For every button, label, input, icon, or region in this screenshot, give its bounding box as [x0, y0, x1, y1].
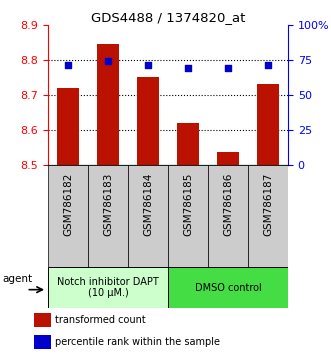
Text: Notch inhibitor DAPT
(10 μM.): Notch inhibitor DAPT (10 μM.)	[57, 277, 159, 298]
Text: agent: agent	[2, 274, 32, 284]
Text: GSM786186: GSM786186	[223, 173, 233, 236]
Bar	[57, 88, 79, 165]
Bar	[168, 165, 208, 267]
Text: GSM786184: GSM786184	[143, 173, 153, 236]
Bar	[177, 123, 199, 165]
Text: percentile rank within the sample: percentile rank within the sample	[55, 337, 220, 347]
Bar	[257, 84, 279, 165]
Point	[65, 63, 71, 68]
Bar	[34, 335, 51, 349]
Bar	[48, 267, 168, 308]
Bar	[208, 165, 248, 267]
Bar	[248, 165, 288, 267]
Point	[185, 65, 191, 71]
Point	[265, 63, 271, 68]
Point	[105, 58, 111, 64]
Bar	[128, 165, 168, 267]
Point	[225, 65, 231, 71]
Bar	[168, 267, 288, 308]
Text: GSM786185: GSM786185	[183, 173, 193, 236]
Text: GSM786183: GSM786183	[103, 173, 113, 236]
Bar	[88, 165, 128, 267]
Point	[145, 63, 151, 68]
Bar	[137, 77, 159, 165]
Text: GSM786182: GSM786182	[63, 173, 73, 236]
Title: GDS4488 / 1374820_at: GDS4488 / 1374820_at	[91, 11, 245, 24]
Bar	[97, 44, 119, 165]
Text: DMSO control: DMSO control	[195, 282, 261, 293]
Bar	[48, 165, 88, 267]
Text: transformed count: transformed count	[55, 315, 146, 325]
Bar	[217, 152, 239, 165]
Bar	[34, 313, 51, 327]
Text: GSM786187: GSM786187	[263, 173, 273, 236]
